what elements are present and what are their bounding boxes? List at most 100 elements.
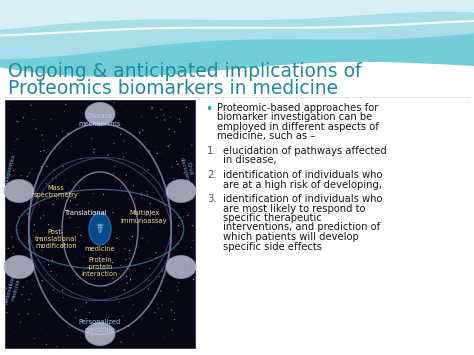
Point — [72, 315, 79, 321]
Point — [113, 235, 121, 241]
Point — [154, 302, 161, 307]
Point — [138, 114, 146, 119]
Point — [86, 225, 93, 231]
Point — [158, 151, 166, 157]
Point — [108, 249, 116, 255]
Point — [9, 155, 17, 160]
Point — [39, 138, 47, 143]
Point — [53, 133, 60, 139]
Text: employed in different aspects of: employed in different aspects of — [217, 122, 379, 132]
Point — [161, 334, 169, 340]
Point — [72, 306, 80, 312]
Point — [137, 215, 145, 220]
Point — [113, 295, 121, 301]
Point — [174, 223, 182, 228]
Point — [24, 311, 32, 317]
Point — [75, 225, 82, 230]
Point — [15, 311, 23, 317]
Point — [158, 302, 166, 308]
Point — [50, 239, 57, 244]
Point — [99, 241, 107, 247]
Point — [148, 106, 155, 112]
Point — [173, 284, 181, 290]
Point — [14, 119, 22, 125]
Point — [110, 141, 118, 147]
Point — [151, 310, 159, 316]
Point — [153, 255, 160, 260]
Text: Mass
spectrometry: Mass spectrometry — [34, 185, 78, 197]
Point — [167, 202, 175, 208]
Point — [137, 195, 145, 200]
Point — [13, 118, 20, 124]
Text: Multiplex
immunoassay: Multiplex immunoassay — [121, 211, 167, 224]
Point — [176, 116, 183, 122]
Point — [109, 209, 117, 215]
Text: ☤: ☤ — [96, 223, 104, 235]
Point — [120, 138, 128, 144]
Point — [60, 159, 67, 164]
Point — [184, 263, 192, 269]
Point — [103, 133, 111, 139]
Point — [100, 265, 108, 271]
Point — [138, 191, 146, 197]
Point — [139, 235, 146, 241]
Text: specific therapeutic: specific therapeutic — [223, 213, 322, 223]
Ellipse shape — [85, 103, 115, 126]
Point — [171, 317, 178, 323]
Point — [126, 256, 134, 261]
Point — [116, 299, 123, 305]
Point — [171, 310, 178, 316]
Point — [159, 267, 166, 273]
Point — [42, 272, 50, 278]
Point — [114, 114, 122, 119]
Point — [72, 272, 80, 278]
Point — [177, 119, 184, 125]
Point — [20, 181, 28, 186]
Point — [81, 169, 89, 175]
Point — [52, 175, 60, 181]
Point — [82, 316, 90, 321]
Point — [100, 192, 108, 197]
Point — [32, 126, 40, 132]
Point — [73, 202, 81, 207]
Point — [189, 223, 196, 229]
Point — [99, 323, 107, 329]
Point — [30, 336, 38, 342]
Point — [36, 202, 44, 207]
Point — [155, 306, 162, 312]
Point — [111, 327, 118, 332]
Point — [20, 299, 28, 304]
Ellipse shape — [85, 322, 115, 345]
Point — [28, 165, 36, 171]
Point — [182, 104, 190, 110]
Text: in disease,: in disease, — [223, 155, 277, 165]
Point — [143, 210, 150, 216]
Point — [73, 265, 81, 271]
Point — [169, 333, 177, 338]
Point — [30, 205, 38, 211]
Point — [188, 142, 196, 148]
Point — [96, 108, 103, 114]
Point — [104, 152, 112, 158]
Point — [100, 288, 108, 294]
Point — [157, 107, 165, 113]
Point — [7, 283, 15, 288]
Point — [67, 198, 74, 204]
Ellipse shape — [166, 180, 196, 202]
Point — [168, 327, 176, 333]
Polygon shape — [0, 0, 474, 59]
Point — [166, 142, 174, 147]
Point — [145, 167, 152, 173]
Point — [3, 310, 11, 316]
Point — [73, 253, 81, 259]
Point — [139, 127, 146, 133]
Point — [27, 308, 35, 314]
Point — [113, 287, 121, 293]
Point — [28, 291, 36, 297]
Point — [23, 278, 31, 284]
Point — [27, 102, 35, 108]
Point — [175, 280, 182, 285]
Point — [120, 154, 128, 160]
Point — [126, 248, 133, 253]
Point — [168, 164, 176, 170]
